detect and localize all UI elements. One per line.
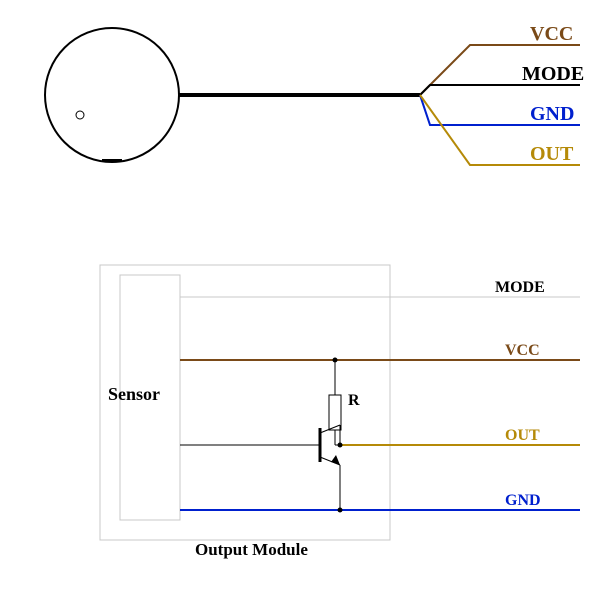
- label-sensor: Sensor: [108, 384, 160, 404]
- junction-node: [333, 358, 338, 363]
- sensor-body-circle: [45, 28, 179, 162]
- label-mode: MODE: [522, 63, 584, 85]
- junction-node: [338, 443, 343, 448]
- label-mode-2: MODE: [495, 279, 545, 296]
- resistor-r: [329, 395, 341, 430]
- wiring-diagram: VCC MODE GND OUT MODE VCC OUT GND Sensor R Output …: [0, 0, 600, 600]
- label-vcc: VCC: [530, 23, 573, 45]
- label-out-2: OUT: [505, 427, 540, 444]
- label-r: R: [348, 392, 360, 409]
- wire-mode: [420, 85, 580, 95]
- label-output-module: Output Module: [195, 540, 308, 559]
- label-out: OUT: [530, 143, 574, 165]
- label-vcc-2: VCC: [505, 342, 540, 359]
- sensor-index-dot: [76, 111, 84, 119]
- junction-node: [338, 508, 343, 513]
- label-gnd: GND: [530, 103, 574, 125]
- label-gnd-2: GND: [505, 492, 541, 509]
